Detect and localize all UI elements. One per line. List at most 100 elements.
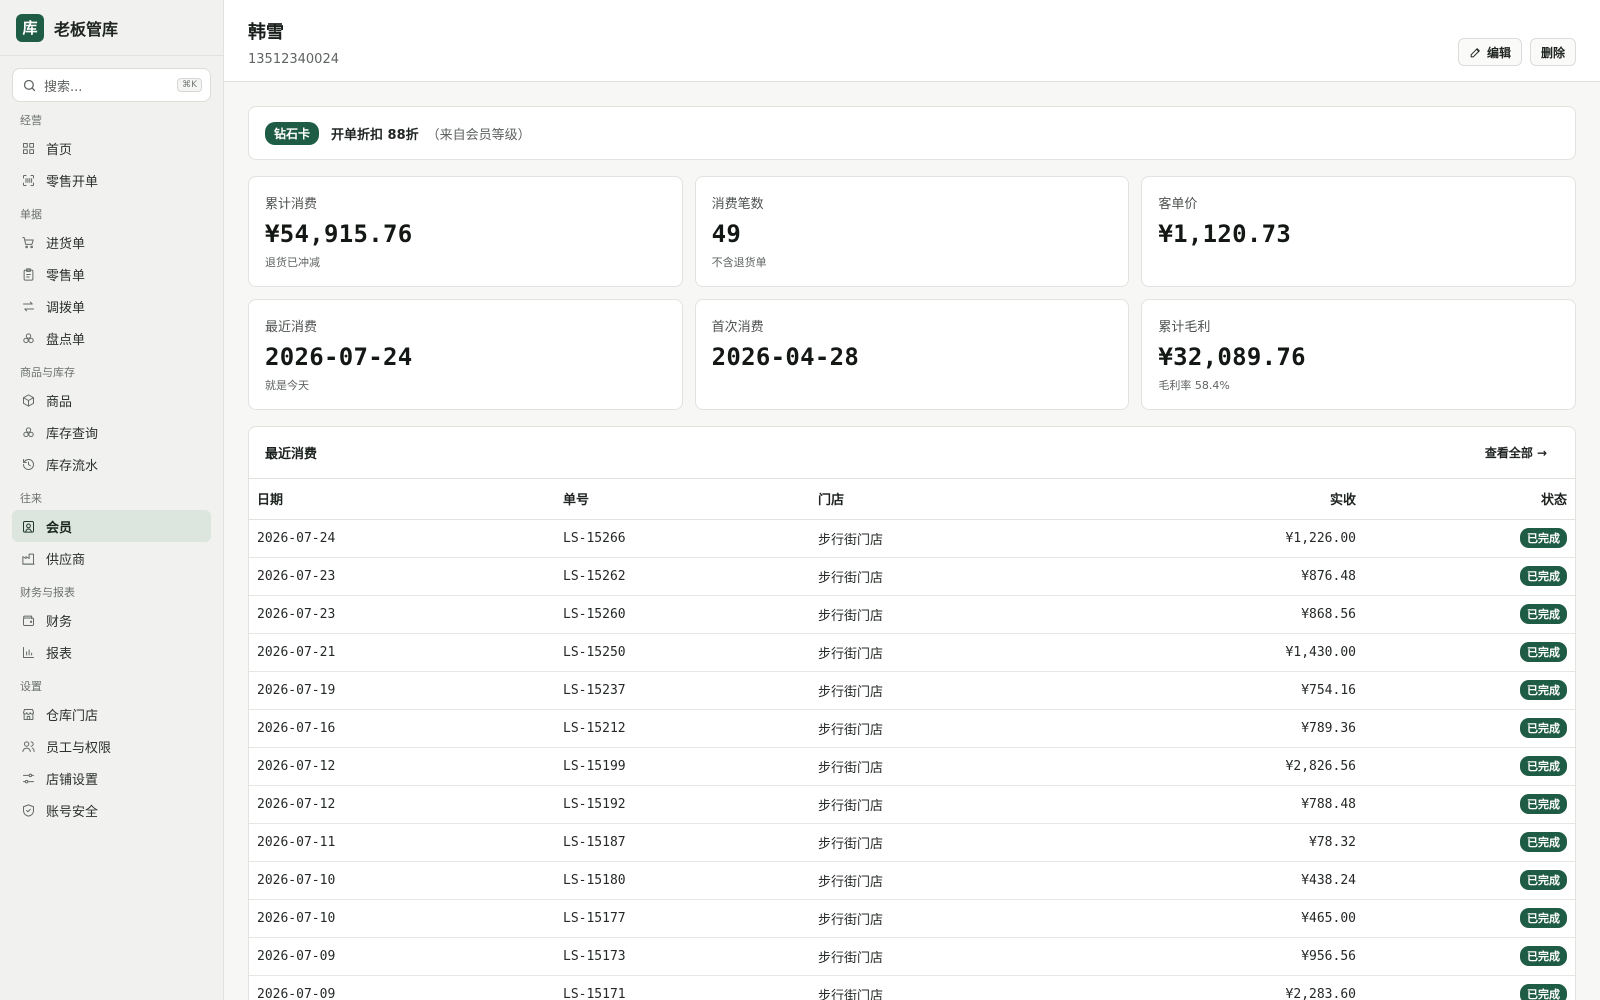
sidebar-item[interactable]: 进货单	[12, 226, 211, 258]
purchases-table: 日期 单号 门店 实收 状态 2026-07-24 LS-15266 步行街门店 ¥1…	[249, 479, 1575, 1000]
status-badge: 已完成	[1520, 680, 1567, 700]
cell-order-no[interactable]: LS-15177	[555, 899, 810, 938]
sidebar-item[interactable]: 员工与权限	[12, 730, 211, 762]
cell-order-no[interactable]: LS-15237	[555, 671, 810, 710]
table-row[interactable]: 2026-07-10 LS-15177 步行街门店 ¥465.00 已完成	[249, 899, 1575, 938]
sidebar-item[interactable]: 库存查询	[12, 416, 211, 448]
tier-badge: 钻石卡	[265, 121, 320, 145]
sidebar-item[interactable]: 供应商	[12, 542, 211, 574]
cell-order-no[interactable]: LS-15171	[555, 975, 810, 1000]
table-row[interactable]: 2026-07-24 LS-15266 步行街门店 ¥1,226.00 已完成	[249, 519, 1575, 558]
stat-value: ¥32,089.76	[1158, 343, 1306, 371]
column-status[interactable]: 状态	[1366, 479, 1575, 520]
cell-order-no[interactable]: LS-15266	[555, 519, 810, 558]
stat-value: 2026-04-28	[711, 343, 860, 371]
search-shortcut: ⌘K	[177, 78, 202, 92]
table-row[interactable]: 2026-07-12 LS-15192 步行街门店 ¥788.48 已完成	[249, 785, 1575, 824]
sidebar-item[interactable]: 首页	[12, 132, 211, 164]
member-tier-banner: 钻石卡 开单折扣 88折 （来自会员等级）	[248, 106, 1576, 160]
cell-order-no[interactable]: LS-15192	[555, 785, 810, 824]
brand[interactable]: 库 老板管库	[0, 0, 223, 56]
cell-status: 已完成	[1366, 937, 1575, 976]
cell-date: 2026-07-11	[249, 823, 555, 862]
stat-label: 最近消费	[265, 320, 318, 335]
sidebar: 库 老板管库 搜索... ⌘K 经营 首页 零售开单 单据 进货单 零售单 调拨单 盘点单 商品…	[0, 0, 224, 1000]
sidebar-item-label: 供应商	[46, 552, 86, 568]
sidebar-item[interactable]: 零售开单	[12, 164, 211, 196]
sidebar-item[interactable]: 商品	[12, 384, 211, 416]
sidebar-item[interactable]: 盘点单	[12, 322, 211, 354]
sidebar-item[interactable]: 仓库门店	[12, 698, 211, 730]
stat-label: 消费笔数	[711, 197, 764, 212]
dashboard-icon	[20, 140, 36, 156]
sidebar-item[interactable]: 账号安全	[12, 794, 211, 826]
view-all-link[interactable]: 查看全部 →	[1485, 444, 1547, 461]
table-row[interactable]: 2026-07-23 LS-15262 步行街门店 ¥876.48 已完成	[249, 557, 1575, 596]
cell-order-no[interactable]: LS-15199	[555, 747, 810, 786]
status-badge: 已完成	[1520, 604, 1567, 624]
sidebar-item[interactable]: 调拨单	[12, 290, 211, 322]
cell-store: 步行街门店	[810, 861, 1110, 900]
cart-icon	[20, 234, 36, 250]
sidebar-item[interactable]: 库存流水	[12, 448, 211, 480]
stat-card: 消费笔数 49 不含退货单	[694, 176, 1130, 287]
cell-status: 已完成	[1366, 823, 1575, 862]
sidebar-item-label: 首页	[46, 142, 73, 158]
table-row[interactable]: 2026-07-09 LS-15171 步行街门店 ¥2,283.60 已完成	[249, 975, 1575, 1000]
cell-order-no[interactable]: LS-15187	[555, 823, 810, 862]
cell-store: 步行街门店	[810, 557, 1110, 596]
search-input[interactable]: 搜索... ⌘K	[12, 68, 211, 102]
cell-amount: ¥1,226.00	[1110, 519, 1366, 558]
cell-order-no[interactable]: LS-15173	[555, 937, 810, 976]
cell-status: 已完成	[1366, 519, 1575, 558]
table-row[interactable]: 2026-07-23 LS-15260 步行街门店 ¥868.56 已完成	[249, 595, 1575, 634]
column-store[interactable]: 门店	[810, 479, 1110, 520]
edit-button[interactable]: 编辑	[1457, 38, 1522, 66]
table-row[interactable]: 2026-07-16 LS-15212 步行街门店 ¥789.36 已完成	[249, 709, 1575, 748]
sidebar-item[interactable]: 会员	[12, 510, 211, 542]
stat-card: 累计消费 ¥54,915.76 退货已冲减	[248, 176, 683, 287]
cell-store: 步行街门店	[810, 519, 1110, 558]
sidebar-item-label: 调拨单	[46, 300, 86, 316]
stat-card: 累计毛利 ¥32,089.76 毛利率 58.4%	[1141, 299, 1576, 410]
history-icon	[20, 456, 36, 472]
stat-note: 就是今天	[265, 379, 309, 392]
cell-status: 已完成	[1366, 861, 1575, 900]
stat-label: 首次消费	[711, 320, 764, 335]
package-icon	[20, 392, 36, 408]
status-badge: 已完成	[1520, 870, 1567, 890]
cell-amount: ¥2,283.60	[1110, 975, 1366, 1000]
sidebar-item[interactable]: 店铺设置	[12, 762, 211, 794]
delete-button[interactable]: 删除	[1529, 38, 1576, 66]
cell-order-no[interactable]: LS-15260	[555, 595, 810, 634]
sidebar-item-label: 零售单	[46, 268, 86, 284]
sidebar-item-label: 库存流水	[46, 458, 99, 474]
cell-order-no[interactable]: LS-15180	[555, 861, 810, 900]
cell-order-no[interactable]: LS-15212	[555, 709, 810, 748]
cell-status: 已完成	[1366, 557, 1575, 596]
column-order-no[interactable]: 单号	[555, 479, 810, 520]
cell-order-no[interactable]: LS-15250	[555, 633, 810, 672]
table-row[interactable]: 2026-07-21 LS-15250 步行街门店 ¥1,430.00 已完成	[249, 633, 1575, 672]
table-row[interactable]: 2026-07-10 LS-15180 步行街门店 ¥438.24 已完成	[249, 861, 1575, 900]
sidebar-item[interactable]: 财务	[12, 604, 211, 636]
scan-icon	[20, 172, 36, 188]
stat-value: ¥54,915.76	[265, 220, 413, 248]
table-row[interactable]: 2026-07-11 LS-15187 步行街门店 ¥78.32 已完成	[249, 823, 1575, 862]
status-badge: 已完成	[1520, 946, 1567, 966]
status-badge: 已完成	[1520, 566, 1567, 586]
cell-store: 步行街门店	[810, 633, 1110, 672]
table-row[interactable]: 2026-07-12 LS-15199 步行街门店 ¥2,826.56 已完成	[249, 747, 1575, 786]
cell-order-no[interactable]: LS-15262	[555, 557, 810, 596]
table-row[interactable]: 2026-07-09 LS-15173 步行街门店 ¥956.56 已完成	[249, 937, 1575, 976]
column-date[interactable]: 日期	[249, 479, 555, 520]
sidebar-item[interactable]: 报表	[12, 636, 211, 668]
sliders-icon	[20, 770, 36, 786]
cell-amount: ¥788.48	[1110, 785, 1366, 824]
column-amount[interactable]: 实收	[1110, 479, 1366, 520]
table-row[interactable]: 2026-07-19 LS-15237 步行街门店 ¥754.16 已完成	[249, 671, 1575, 710]
stat-label: 客单价	[1158, 197, 1198, 212]
shield-icon	[20, 802, 36, 818]
sidebar-item[interactable]: 零售单	[12, 258, 211, 290]
sidebar-item-label: 仓库门店	[46, 708, 99, 724]
